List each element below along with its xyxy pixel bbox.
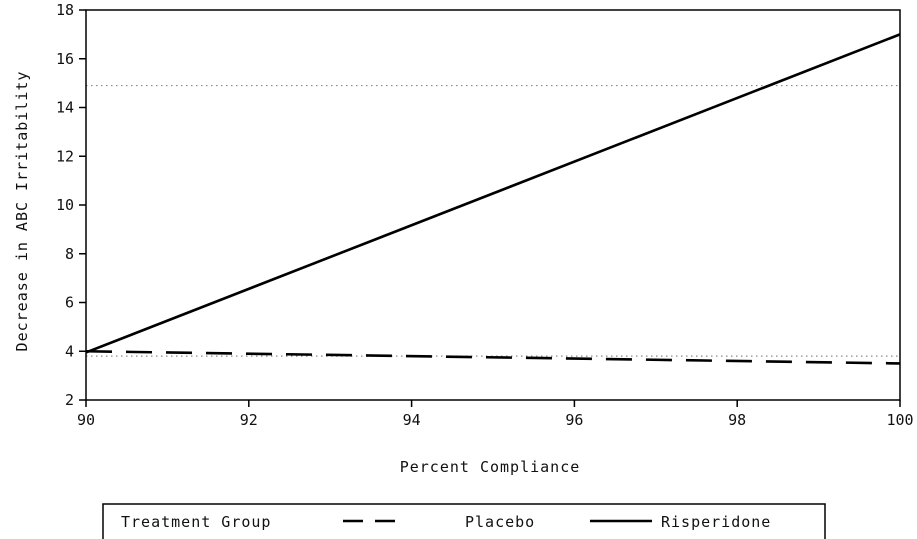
legend-label-placebo: Placebo (465, 513, 535, 531)
y-tick-label-14: 14 (56, 99, 74, 117)
legend-title: Treatment Group (121, 513, 271, 531)
x-tick-label-100: 100 (886, 411, 913, 429)
y-tick-label-18: 18 (56, 1, 74, 19)
y-tick-label-2: 2 (65, 391, 74, 409)
x-tick-label-94: 94 (403, 411, 421, 429)
axes: 90 92 94 96 98 100 2 4 6 8 10 12 14 16 18 (56, 1, 914, 429)
series-line-placebo (85, 349, 901, 365)
x-tick-label-92: 92 (240, 411, 258, 429)
y-tick-label-4: 4 (65, 342, 74, 360)
y-tick-label-8: 8 (65, 245, 74, 263)
y-tick-label-10: 10 (56, 196, 74, 214)
y-axis-title: Decrease in ABC Irritability (13, 71, 31, 352)
legend-box (102, 503, 826, 539)
legend: Treatment Group Placebo Risperidone (102, 503, 826, 539)
plot-area (85, 33, 901, 365)
x-tick-label-90: 90 (77, 411, 95, 429)
y-tick-label-6: 6 (65, 294, 74, 312)
x-axis-title: Percent Compliance (400, 458, 581, 476)
legend-label-risperidone: Risperidone (661, 513, 771, 531)
series-line-risperidone (85, 33, 901, 354)
y-tick-label-12: 12 (56, 147, 74, 165)
x-tick-label-98: 98 (728, 411, 746, 429)
plot-frame (85, 9, 901, 401)
y-tick-label-16: 16 (56, 50, 74, 68)
x-tick-label-96: 96 (565, 411, 583, 429)
